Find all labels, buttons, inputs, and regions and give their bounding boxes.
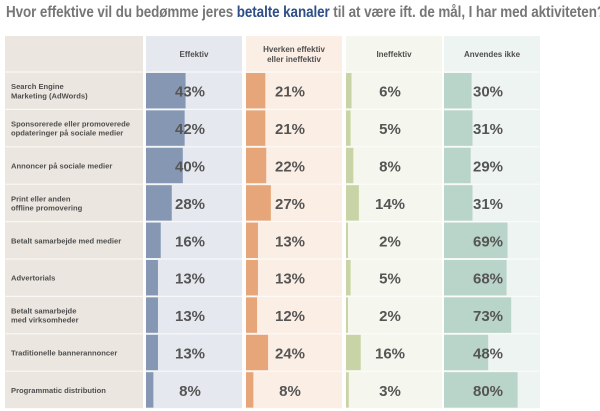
bar: [444, 372, 518, 408]
row-label: Advertorials: [11, 274, 55, 283]
bar: [246, 73, 266, 109]
value-label: 40%: [175, 159, 205, 176]
value-label: 13%: [175, 271, 205, 288]
value-label: 8%: [279, 383, 301, 400]
bar: [346, 297, 348, 333]
chart-title-highlight: betalte kanaler: [236, 4, 330, 21]
value-label: 30%: [473, 84, 503, 101]
bar: [346, 73, 352, 109]
value-label: 69%: [473, 233, 503, 250]
value-label: 31%: [473, 196, 503, 213]
value-label: 5%: [379, 271, 401, 288]
value-label: 8%: [379, 159, 401, 176]
bar: [146, 334, 158, 371]
bar: [146, 73, 186, 109]
bar: [346, 147, 354, 184]
column-header: Effektiv: [180, 50, 209, 59]
value-label: 24%: [275, 346, 305, 363]
value-label: 12%: [275, 308, 305, 325]
column-header: Ineffektiv: [376, 50, 412, 59]
bar: [246, 372, 254, 408]
value-label: 13%: [175, 308, 205, 325]
bar: [444, 185, 473, 221]
value-label: 8%: [179, 383, 201, 400]
value-label: 31%: [473, 121, 503, 138]
chart-title: Hvor effektive vil du bedømme jeres beta…: [6, 4, 600, 21]
bar: [246, 222, 258, 258]
value-label: 68%: [473, 271, 503, 288]
bar: [444, 297, 512, 333]
row-label: Print eller anden offline promovering: [11, 194, 83, 212]
value-label: 3%: [379, 383, 401, 400]
bar: [444, 147, 471, 184]
bar: [346, 334, 361, 371]
row-label: Programmatic distribution: [11, 386, 106, 395]
row-label: Sponsorerede eller promoverede opdatering…: [11, 120, 130, 138]
value-label: 6%: [379, 84, 401, 101]
bar: [146, 222, 161, 258]
value-label: 2%: [379, 233, 401, 250]
bar: [246, 110, 266, 146]
bar: [346, 260, 351, 296]
value-label: 42%: [175, 121, 205, 138]
bar: [246, 334, 269, 371]
value-label: 16%: [175, 233, 205, 250]
value-label: 22%: [275, 159, 305, 176]
value-label: 73%: [473, 308, 503, 325]
value-label: 14%: [375, 196, 405, 213]
bar: [444, 110, 473, 146]
bar: [444, 334, 489, 371]
value-label: 21%: [275, 84, 305, 101]
value-label: 2%: [379, 308, 401, 325]
bar: [146, 147, 183, 184]
value-label: 28%: [175, 196, 205, 213]
value-label: 80%: [473, 383, 503, 400]
value-label: 13%: [175, 346, 205, 363]
bar: [444, 260, 507, 296]
row-label: Annoncer på sociale medier: [11, 162, 112, 171]
bar: [346, 372, 349, 408]
value-label: 13%: [275, 233, 305, 250]
value-label: 48%: [473, 346, 503, 363]
bar: [146, 110, 185, 146]
row-label: Traditionelle bannerannoncer: [11, 349, 117, 358]
bar: [146, 185, 172, 221]
bar: [146, 372, 154, 408]
value-label: 13%: [275, 271, 305, 288]
row-label: Search Engine Marketing (AdWords): [11, 82, 88, 100]
bar: [146, 260, 158, 296]
value-label: 29%: [473, 159, 503, 176]
bar: [346, 185, 359, 221]
bar: [346, 222, 348, 258]
bar: [246, 297, 258, 333]
value-label: 16%: [375, 346, 405, 363]
bar: [246, 147, 267, 184]
value-label: 5%: [379, 121, 401, 138]
column-header: Hverken effektiv eller ineffektiv: [263, 45, 325, 64]
column-background-3: [346, 36, 442, 409]
row-label: Betalt samarbejde med medier: [11, 236, 121, 245]
row-label-column: [5, 36, 143, 409]
bar: [346, 110, 351, 146]
bar: [246, 260, 258, 296]
bar: [146, 297, 158, 333]
row-label: Betalt samarbejde med virksomheder: [11, 307, 79, 325]
bar: [444, 73, 472, 109]
bar: [444, 222, 508, 258]
column-header: Anvendes ikke: [464, 50, 521, 59]
value-label: 27%: [275, 196, 305, 213]
bar: [246, 185, 271, 221]
value-label: 21%: [275, 121, 305, 138]
value-label: 43%: [175, 84, 205, 101]
